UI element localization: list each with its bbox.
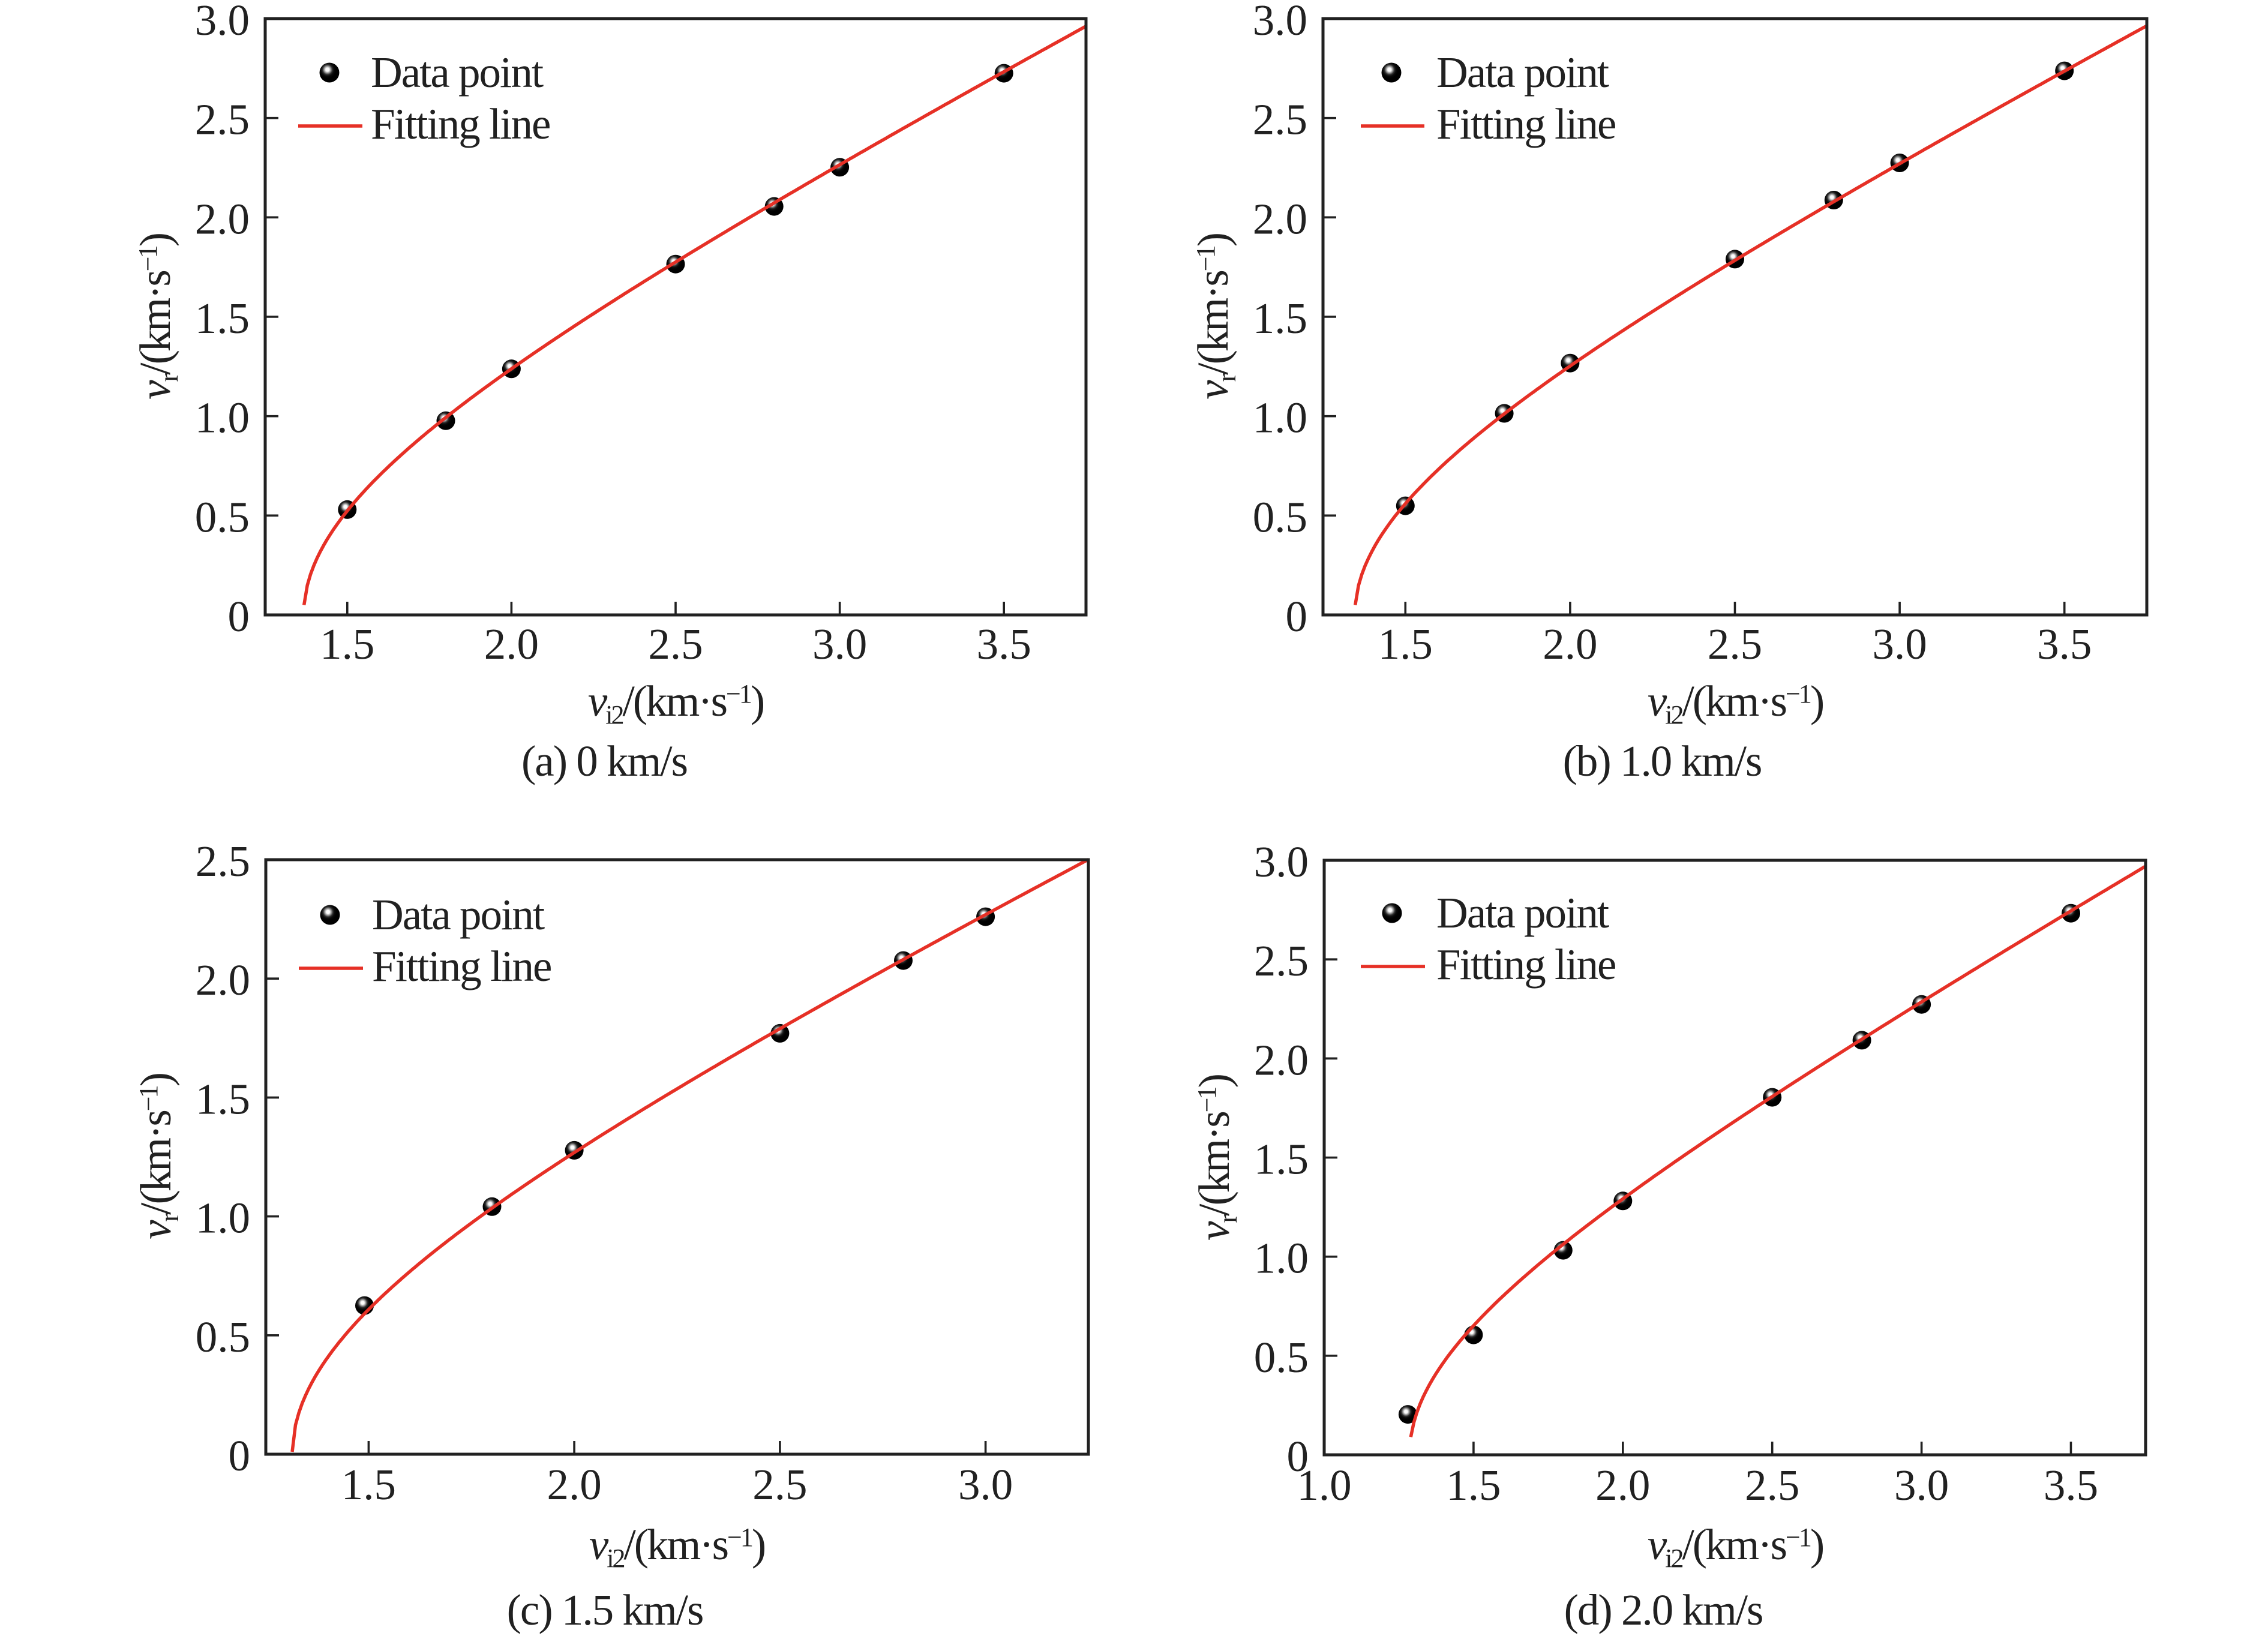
svg-text:2.0: 2.0: [1254, 1035, 1309, 1084]
svg-text:1.0: 1.0: [1297, 1461, 1351, 1509]
svg-text:vr/(km·s−1): vr/(km·s−1): [1190, 1074, 1243, 1240]
svg-text:0.5: 0.5: [195, 493, 250, 541]
svg-text:1.5: 1.5: [1378, 620, 1433, 668]
svg-text:0: 0: [228, 592, 250, 641]
svg-text:3.0: 3.0: [195, 0, 250, 44]
svg-text:2.5: 2.5: [1254, 936, 1309, 985]
svg-text:Data point: Data point: [1436, 48, 1609, 97]
svg-text:0.5: 0.5: [1253, 493, 1307, 541]
svg-text:2.0: 2.0: [547, 1460, 601, 1509]
svg-text:0.5: 0.5: [196, 1313, 250, 1361]
svg-text:(d) 2.0 km/s: (d) 2.0 km/s: [1564, 1586, 1763, 1634]
svg-text:2.0: 2.0: [195, 194, 250, 243]
svg-text:2.5: 2.5: [195, 95, 250, 144]
svg-text:3.0: 3.0: [1253, 0, 1307, 44]
svg-text:(a) 0 km/s: (a) 0 km/s: [521, 737, 687, 785]
svg-text:vi2/(km·s−1): vi2/(km·s−1): [588, 677, 764, 730]
svg-text:1.5: 1.5: [1446, 1461, 1501, 1509]
svg-text:0: 0: [1286, 592, 1308, 641]
svg-text:0.5: 0.5: [1254, 1333, 1309, 1382]
svg-text:1.0: 1.0: [195, 394, 250, 442]
svg-text:0: 0: [1287, 1432, 1309, 1481]
svg-text:3.0: 3.0: [1894, 1461, 1949, 1509]
svg-text:3.5: 3.5: [2037, 620, 2092, 668]
svg-text:3.0: 3.0: [1872, 620, 1927, 668]
svg-text:(c) 1.5 km/s: (c) 1.5 km/s: [507, 1586, 703, 1634]
svg-text:3.0: 3.0: [958, 1460, 1013, 1509]
svg-text:2.0: 2.0: [484, 620, 539, 668]
svg-text:3.5: 3.5: [2044, 1461, 2098, 1509]
svg-text:3.0: 3.0: [1254, 837, 1309, 886]
svg-text:vr/(km·s−1): vr/(km·s−1): [1189, 233, 1241, 399]
svg-text:Data point: Data point: [372, 890, 545, 939]
svg-text:3.5: 3.5: [977, 620, 1031, 668]
svg-text:1.5: 1.5: [1253, 294, 1307, 343]
svg-text:2.5: 2.5: [196, 837, 250, 885]
svg-text:0: 0: [229, 1431, 251, 1480]
svg-text:vr/(km·s−1): vr/(km·s−1): [131, 233, 184, 399]
svg-text:1.0: 1.0: [196, 1194, 250, 1242]
svg-text:1.0: 1.0: [1254, 1234, 1309, 1283]
svg-text:2.5: 2.5: [1253, 95, 1307, 144]
svg-text:Data point: Data point: [371, 48, 544, 97]
svg-text:vi2/(km·s−1): vi2/(km·s−1): [589, 1520, 765, 1573]
svg-text:2.0: 2.0: [1253, 194, 1307, 243]
svg-text:vr/(km·s−1): vr/(km·s−1): [131, 1073, 184, 1239]
svg-text:vi2/(km·s−1): vi2/(km·s−1): [1648, 677, 1823, 730]
svg-text:1.0: 1.0: [1253, 394, 1307, 442]
svg-text:2.5: 2.5: [648, 620, 703, 668]
svg-text:Fitting line: Fitting line: [372, 942, 551, 990]
svg-text:1.5: 1.5: [341, 1460, 396, 1509]
svg-text:1.5: 1.5: [196, 1074, 250, 1123]
svg-text:2.0: 2.0: [1595, 1461, 1650, 1509]
svg-text:2.5: 2.5: [752, 1460, 807, 1509]
svg-text:1.5: 1.5: [195, 294, 250, 343]
svg-text:Fitting line: Fitting line: [1436, 940, 1615, 989]
svg-text:1.5: 1.5: [320, 620, 374, 668]
svg-text:2.5: 2.5: [1745, 1461, 1799, 1509]
svg-text:1.5: 1.5: [1254, 1135, 1309, 1184]
svg-text:Fitting line: Fitting line: [1436, 100, 1615, 148]
svg-text:2.0: 2.0: [1543, 620, 1597, 668]
svg-text:Data point: Data point: [1436, 888, 1609, 937]
svg-text:2.0: 2.0: [196, 956, 250, 1004]
svg-text:(b) 1.0 km/s: (b) 1.0 km/s: [1563, 737, 1762, 785]
svg-text:Fitting line: Fitting line: [371, 100, 550, 148]
svg-text:2.5: 2.5: [1708, 620, 1762, 668]
svg-text:3.0: 3.0: [812, 620, 867, 668]
